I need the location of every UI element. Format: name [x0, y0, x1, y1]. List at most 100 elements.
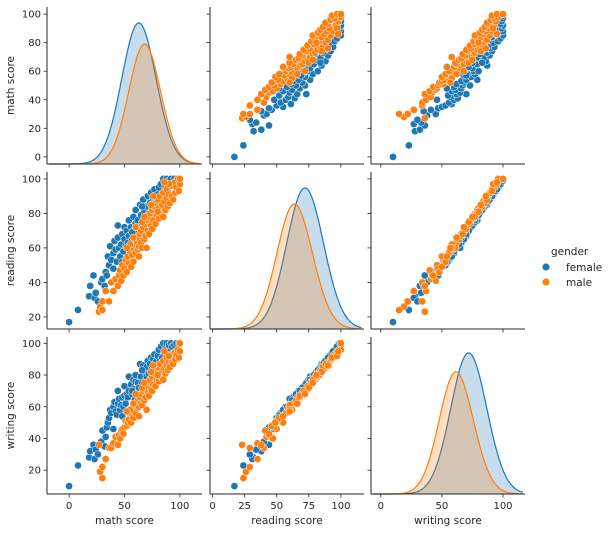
- point-female: [138, 202, 147, 211]
- point-male: [176, 339, 184, 348]
- y-tick-label: 80: [28, 371, 41, 382]
- point-male: [95, 440, 103, 449]
- panel-math-vs-writing: [367, 7, 525, 168]
- point-male: [245, 101, 254, 110]
- point-male: [460, 223, 468, 232]
- point-male: [174, 353, 183, 362]
- kde-fill-female-math: [49, 22, 200, 165]
- y-tick-label: 60: [28, 243, 41, 254]
- point-female: [74, 461, 82, 470]
- point-male: [140, 213, 149, 221]
- point-male: [142, 406, 151, 414]
- y-tick-label: 20: [28, 124, 41, 135]
- point-female: [389, 318, 397, 326]
- point-male: [409, 287, 418, 295]
- x-tick-label: 0: [209, 501, 215, 512]
- point-male: [409, 105, 418, 114]
- point-female: [138, 366, 147, 375]
- point-male: [98, 474, 107, 482]
- x-axis-label-writing: writing score: [414, 515, 482, 527]
- point-male: [482, 192, 490, 201]
- y-axis-label-math: math score: [5, 56, 17, 115]
- point-female: [65, 318, 73, 326]
- point-male: [317, 47, 326, 56]
- y-axis-label-reading: reading score: [5, 215, 17, 286]
- panel-math-vs-reading: [206, 7, 364, 168]
- point-female: [405, 141, 413, 150]
- point-male: [488, 187, 496, 195]
- point-male: [122, 244, 131, 252]
- point-male: [142, 244, 151, 252]
- y-tick-label: 40: [28, 278, 41, 289]
- point-male: [429, 271, 438, 280]
- point-male: [253, 95, 262, 104]
- point-male: [160, 347, 169, 356]
- point-male: [395, 110, 403, 118]
- point-male: [245, 110, 254, 118]
- legend-title: gender: [551, 246, 589, 258]
- point-male: [420, 282, 429, 290]
- point-male: [129, 233, 138, 242]
- point-male: [337, 339, 345, 348]
- point-male: [105, 297, 113, 306]
- point-male: [460, 67, 468, 76]
- point-male: [493, 178, 501, 187]
- x-axis-label-math: math score: [95, 515, 154, 527]
- y-tick-label: 20: [28, 312, 41, 323]
- point-male: [135, 412, 143, 421]
- point-male: [239, 474, 248, 482]
- point-male: [131, 390, 140, 398]
- y-tick-label: 60: [28, 67, 41, 78]
- panel-reading-vs-writing: [367, 172, 525, 333]
- y-tick-label: 100: [22, 174, 41, 185]
- point-male: [267, 78, 276, 87]
- x-tick-label: 100: [170, 501, 189, 512]
- point-male: [334, 30, 343, 38]
- point-female: [478, 58, 487, 67]
- point-male: [245, 463, 254, 471]
- panel-math-vs-math: 0 20 40 60 80 100: [22, 7, 202, 168]
- point-female: [102, 271, 111, 280]
- point-male: [176, 347, 184, 356]
- point-male: [468, 213, 477, 221]
- x-tick-label: 100: [493, 501, 512, 512]
- x-tick-label: 75: [302, 501, 315, 512]
- x-tick-label: 0: [378, 501, 384, 512]
- point-male: [257, 440, 266, 449]
- y-tick-label: 0: [35, 152, 41, 163]
- point-male: [149, 192, 158, 201]
- point-female: [265, 121, 273, 130]
- point-male: [169, 195, 178, 204]
- point-male: [474, 207, 483, 216]
- y-tick-label: 60: [28, 402, 41, 413]
- point-male: [499, 175, 507, 183]
- x-tick-label: 50: [270, 501, 283, 512]
- point-male: [446, 78, 455, 87]
- point-male: [253, 455, 262, 463]
- x-tick-label: 0: [66, 501, 72, 512]
- point-female: [287, 100, 295, 108]
- point-male: [293, 399, 302, 408]
- point-male: [477, 200, 485, 209]
- point-male: [149, 361, 158, 370]
- point-female: [74, 306, 82, 314]
- point-male: [452, 233, 461, 242]
- kde-fill-male-writing: [373, 371, 523, 494]
- point-male: [446, 244, 455, 252]
- point-male: [153, 371, 162, 379]
- point-male: [101, 287, 110, 295]
- y-tick-label: 40: [28, 434, 41, 445]
- point-female: [230, 153, 239, 161]
- point-male: [312, 371, 321, 379]
- y-tick-label: 100: [22, 10, 41, 21]
- point-female: [89, 271, 98, 280]
- point-female: [101, 433, 110, 441]
- point-male: [442, 252, 451, 261]
- x-tick-label: 50: [436, 501, 449, 512]
- point-male: [285, 53, 294, 61]
- point-female: [91, 288, 100, 297]
- y-tick-label: 40: [28, 95, 41, 106]
- point-male: [308, 379, 317, 387]
- point-male: [403, 297, 412, 306]
